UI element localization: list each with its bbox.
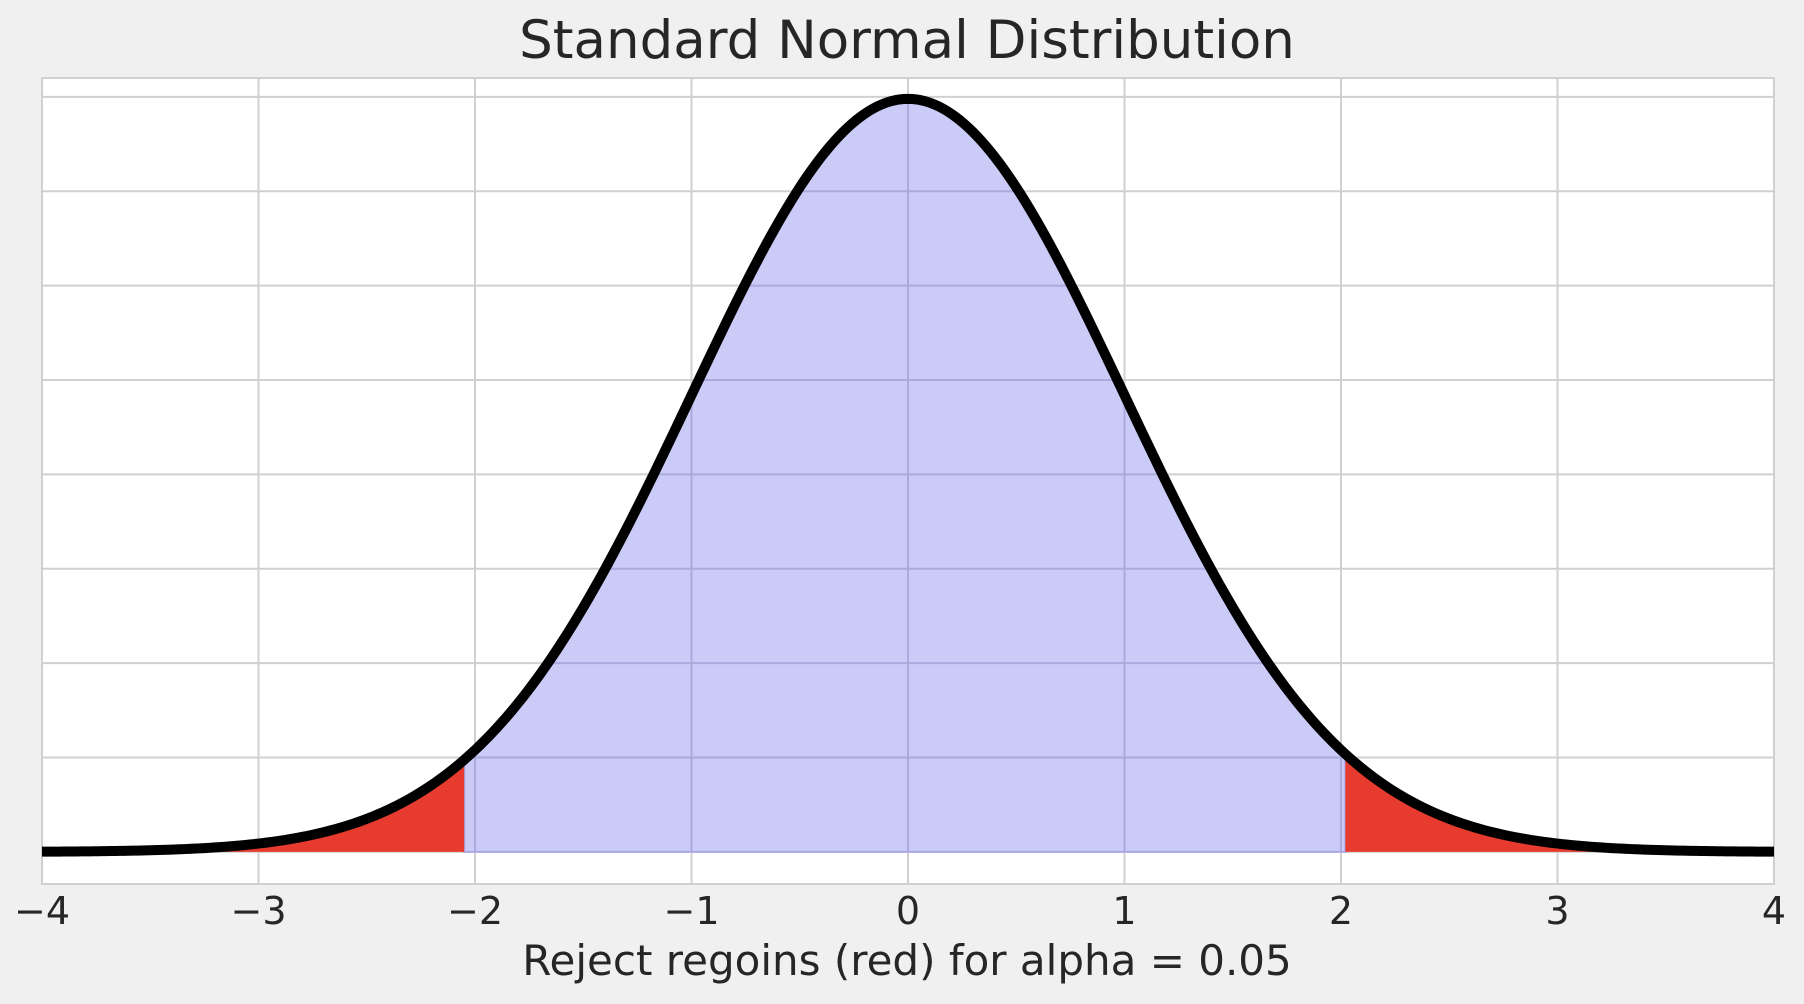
x-tick-label: −4 [14,889,70,933]
x-tick-label: −1 [663,889,719,933]
pdf-curve [41,93,1775,857]
x-tick-labels: −4 −3 −2 −1 0 1 2 3 4 [14,889,1786,933]
reject-region-right [1345,754,1774,852]
x-tick-label: −2 [447,889,503,933]
x-tick-label: 2 [1329,889,1353,933]
x-tick-label: 1 [1112,889,1136,933]
x-tick-label: 3 [1545,889,1569,933]
pdf-curve-layer [41,93,1775,857]
chart-title: Standard Normal Distribution [519,10,1295,71]
x-tick-label: 4 [1762,889,1786,933]
x-tick-label: −3 [230,889,286,933]
reject-region-left [42,759,465,852]
region-fills [42,97,1774,853]
x-axis-label: Reject regoins (red) for alpha = 0.05 [522,936,1292,985]
x-tick-label: 0 [896,889,920,933]
